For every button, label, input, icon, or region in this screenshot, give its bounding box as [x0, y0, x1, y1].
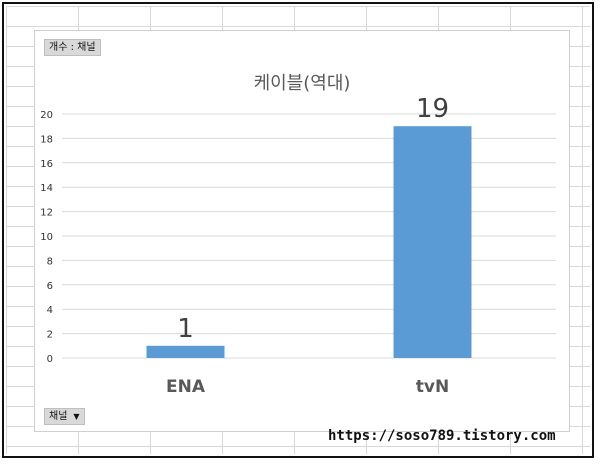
y-axis-ticks: 0 2 4 6 8 10 12 14 16 18 20	[40, 110, 53, 365]
y-tick-label: 20	[40, 110, 53, 121]
gridlines	[62, 113, 556, 359]
y-tick-label: 10	[40, 232, 53, 243]
bar-ena[interactable]	[146, 345, 225, 358]
bars	[146, 126, 472, 358]
data-label: 19	[416, 94, 449, 124]
x-axis-categories: ENA tvN	[166, 377, 449, 397]
axis-field-label: 채널	[49, 411, 68, 422]
chart-area	[34, 30, 570, 432]
axis-field-button[interactable]: 채널 ▼	[44, 408, 85, 425]
value-field-button[interactable]: 개수 : 채널	[44, 39, 101, 56]
watermark: https://soso789.tistory.com	[328, 428, 556, 444]
y-tick-label: 8	[47, 256, 53, 267]
dropdown-arrow-icon[interactable]: ▼	[73, 412, 80, 421]
y-tick-label: 0	[47, 354, 53, 365]
data-label: 1	[177, 314, 194, 344]
category-label: ENA	[166, 377, 206, 397]
y-tick-label: 2	[47, 330, 53, 341]
chart-title: 케이블(역대)	[254, 73, 351, 94]
y-tick-label: 4	[47, 305, 53, 316]
y-tick-label: 16	[40, 159, 53, 170]
y-tick-label: 12	[40, 208, 53, 219]
y-tick-label: 14	[40, 183, 53, 194]
y-tick-label: 6	[47, 281, 53, 292]
y-tick-label: 18	[40, 134, 53, 145]
bar-tvn[interactable]	[393, 126, 472, 358]
category-label: tvN	[416, 377, 449, 397]
data-labels: 1 19	[177, 94, 449, 344]
value-field-label: 개수 : 채널	[49, 42, 96, 53]
